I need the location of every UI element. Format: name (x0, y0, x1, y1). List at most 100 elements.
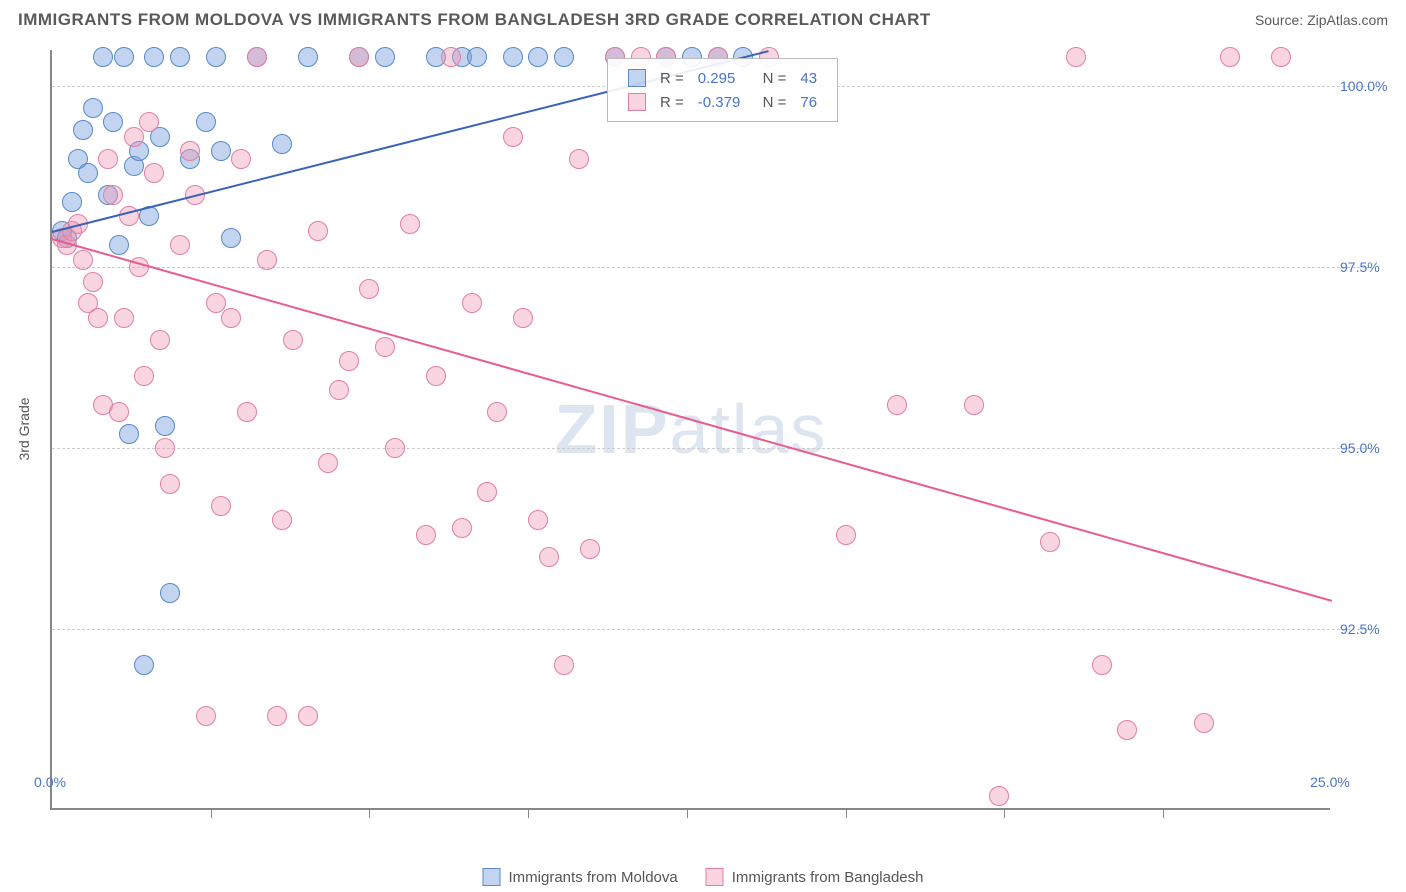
x-tick-max: 25.0% (1310, 774, 1350, 790)
scatter-point (180, 141, 200, 161)
legend-swatch (483, 868, 501, 886)
scatter-point (83, 98, 103, 118)
y-tick-label: 100.0% (1340, 78, 1400, 94)
scatter-point (272, 510, 292, 530)
r-value: 0.295 (692, 67, 747, 89)
scatter-point (103, 112, 123, 132)
scatter-point (554, 47, 574, 67)
scatter-point (62, 192, 82, 212)
x-tick (211, 808, 212, 818)
scatter-point (339, 351, 359, 371)
scatter-point (170, 235, 190, 255)
y-axis-label: 3rd Grade (16, 397, 32, 460)
watermark-zip: ZIP (555, 390, 670, 468)
scatter-point (98, 149, 118, 169)
scatter-point (155, 438, 175, 458)
scatter-point (144, 47, 164, 67)
watermark: ZIPatlas (555, 389, 828, 469)
scatter-point (283, 330, 303, 350)
scatter-point (109, 402, 129, 422)
scatter-point (1220, 47, 1240, 67)
scatter-point (134, 655, 154, 675)
scatter-point (103, 185, 123, 205)
scatter-point (349, 47, 369, 67)
scatter-point (1271, 47, 1291, 67)
scatter-point (329, 380, 349, 400)
scatter-point (231, 149, 251, 169)
scatter-point (150, 330, 170, 350)
scatter-point (580, 539, 600, 559)
scatter-point (385, 438, 405, 458)
scatter-point (221, 308, 241, 328)
legend-swatch (628, 93, 646, 111)
scatter-point (93, 47, 113, 67)
scatter-point (211, 141, 231, 161)
y-tick-label: 92.5% (1340, 621, 1400, 637)
gridline (52, 267, 1370, 268)
scatter-point (308, 221, 328, 241)
scatter-point (487, 402, 507, 422)
scatter-point (503, 127, 523, 147)
chart-plot-area: 3rd Grade ZIPatlas 92.5%95.0%97.5%100.0%… (50, 50, 1330, 810)
scatter-point (1092, 655, 1112, 675)
gridline (52, 448, 1370, 449)
scatter-point (267, 706, 287, 726)
x-tick-min: 0.0% (34, 774, 66, 790)
scatter-point (477, 482, 497, 502)
scatter-point (554, 655, 574, 675)
scatter-point (989, 786, 1009, 806)
legend-label: Immigrants from Moldova (509, 869, 678, 886)
scatter-point (196, 706, 216, 726)
scatter-point (272, 134, 292, 154)
scatter-point (73, 120, 93, 140)
r-label: R = (654, 67, 690, 89)
scatter-point (144, 163, 164, 183)
scatter-point (298, 47, 318, 67)
scatter-point (88, 308, 108, 328)
scatter-point (462, 293, 482, 313)
scatter-point (452, 518, 472, 538)
scatter-point (318, 453, 338, 473)
stats-legend: R =0.295 N =43R =-0.379 N =76 (607, 58, 838, 122)
scatter-point (109, 235, 129, 255)
x-tick (1163, 808, 1164, 818)
scatter-point (134, 366, 154, 386)
y-tick-label: 97.5% (1340, 259, 1400, 275)
gridline (52, 629, 1370, 630)
x-tick (528, 808, 529, 818)
scatter-point (119, 424, 139, 444)
r-label: R = (654, 91, 690, 113)
scatter-point (1194, 713, 1214, 733)
scatter-point (569, 149, 589, 169)
source-label: Source: ZipAtlas.com (1255, 12, 1388, 28)
scatter-point (298, 706, 318, 726)
scatter-point (467, 47, 487, 67)
n-value: 76 (794, 91, 823, 113)
scatter-point (114, 47, 134, 67)
scatter-point (211, 496, 231, 516)
chart-title: IMMIGRANTS FROM MOLDOVA VS IMMIGRANTS FR… (18, 10, 931, 30)
scatter-point (237, 402, 257, 422)
scatter-point (513, 308, 533, 328)
scatter-point (375, 337, 395, 357)
n-label: N = (748, 91, 792, 113)
scatter-point (247, 47, 267, 67)
scatter-point (257, 250, 277, 270)
scatter-point (124, 127, 144, 147)
r-value: -0.379 (692, 91, 747, 113)
scatter-point (400, 214, 420, 234)
scatter-point (964, 395, 984, 415)
scatter-point (416, 525, 436, 545)
legend-item: Immigrants from Bangladesh (706, 868, 924, 886)
scatter-point (206, 47, 226, 67)
scatter-point (83, 272, 103, 292)
scatter-point (1117, 720, 1137, 740)
scatter-point (503, 47, 523, 67)
scatter-point (528, 47, 548, 67)
legend-swatch (628, 69, 646, 87)
scatter-point (139, 112, 159, 132)
y-tick-label: 95.0% (1340, 440, 1400, 456)
n-value: 43 (794, 67, 823, 89)
x-tick (846, 808, 847, 818)
scatter-point (170, 47, 190, 67)
